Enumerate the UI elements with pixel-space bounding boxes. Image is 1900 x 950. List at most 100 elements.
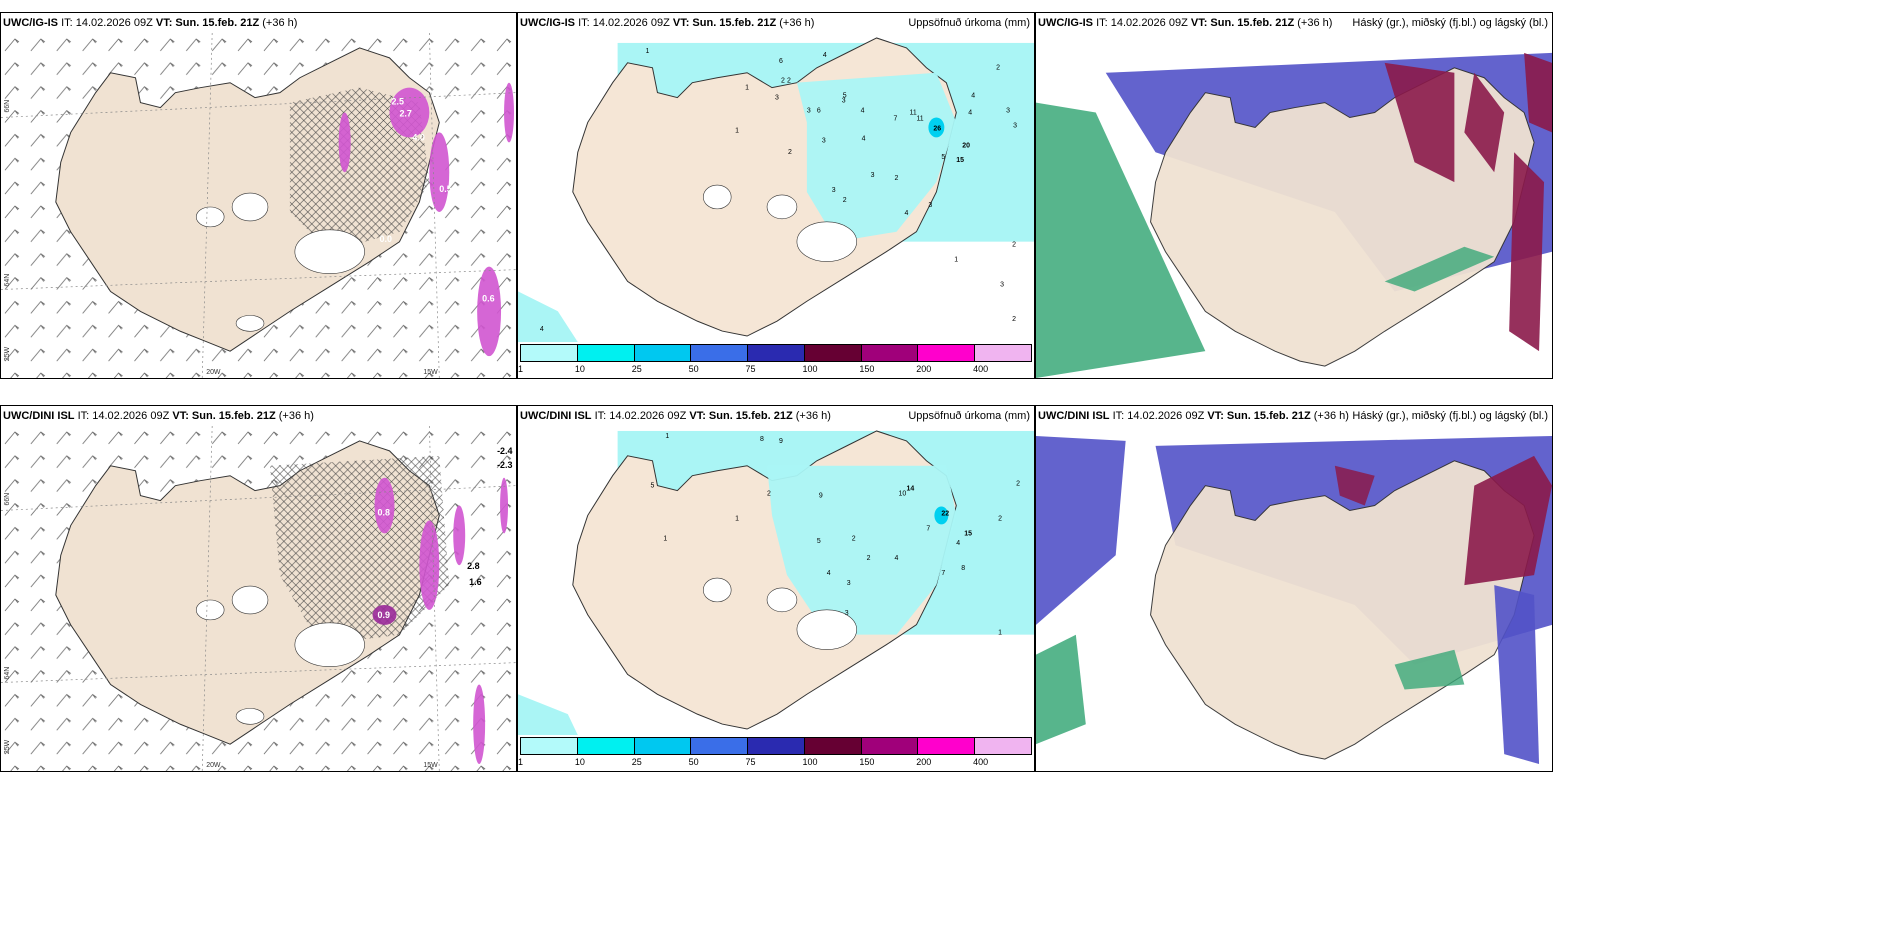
legend-tick-label: 50 (688, 757, 699, 767)
svg-text:3: 3 (871, 172, 875, 179)
panel-header: UWC/DINI ISL IT: 14.02.2026 09Z VT: Sun.… (518, 406, 1034, 426)
svg-text:2: 2 (895, 175, 899, 182)
svg-text:11: 11 (916, 115, 923, 122)
svg-text:2: 2 (781, 78, 785, 85)
svg-text:0.6: 0.6 (482, 293, 494, 303)
svg-text:2: 2 (787, 78, 791, 85)
svg-text:4: 4 (823, 52, 827, 59)
svg-text:0.5: 0.5 (439, 184, 451, 194)
svg-text:64N: 64N (4, 667, 11, 680)
svg-text:1: 1 (735, 127, 739, 134)
svg-text:1: 1 (735, 515, 739, 522)
legend-swatch (975, 345, 1032, 361)
svg-text:3: 3 (842, 98, 846, 105)
legend-swatch (918, 345, 976, 361)
precip-legend: 1 10 25 50 75 100 150 200 400 (518, 735, 1034, 771)
legend-tick-label: 400 (973, 757, 989, 767)
svg-text:7: 7 (941, 570, 945, 577)
wind-map: -2.4 -2.3 2.8 1.6 0.8 0.9 66N 64N 25W 20… (1, 426, 516, 771)
svg-text:2: 2 (767, 491, 771, 498)
svg-text:8: 8 (961, 565, 965, 572)
svg-text:2.5: 2.5 (391, 97, 403, 107)
svg-text:4: 4 (861, 107, 865, 114)
svg-text:3: 3 (822, 137, 826, 144)
svg-text:3: 3 (832, 187, 836, 194)
precip-legend: 1 10 25 50 75 100 150 200 400 (518, 342, 1034, 378)
svg-text:4: 4 (895, 555, 899, 562)
svg-text:0.8: 0.8 (378, 507, 390, 517)
svg-text:7: 7 (926, 525, 930, 532)
legend-tick-label: 10 (574, 757, 585, 767)
svg-text:6: 6 (779, 58, 783, 65)
legend-swatch (804, 738, 862, 754)
precip-map: 1 8 9 5 2 10 14 22 15 4 7 9 8 7 4 2 1 5 … (518, 426, 1034, 735)
svg-text:20: 20 (962, 142, 970, 149)
legend-tick-label: 200 (916, 364, 932, 374)
legend-tick-label: 1 (518, 364, 524, 374)
svg-text:5: 5 (941, 154, 945, 161)
svg-text:2: 2 (1016, 481, 1020, 488)
panel-dini-precip: UWC/DINI ISL IT: 14.02.2026 09Z VT: Sun.… (517, 405, 1035, 772)
svg-text:15: 15 (964, 530, 972, 537)
svg-text:3: 3 (845, 610, 849, 617)
svg-text:3: 3 (1006, 107, 1010, 114)
svg-text:3: 3 (1000, 281, 1004, 288)
legend-tick-label: 25 (631, 757, 642, 767)
svg-text:2: 2 (843, 197, 847, 204)
svg-text:2: 2 (788, 149, 792, 156)
svg-text:1: 1 (998, 630, 1002, 637)
svg-text:0.9: 0.9 (378, 610, 390, 620)
legend-tick-label: 150 (859, 364, 875, 374)
svg-text:25W: 25W (4, 739, 11, 754)
svg-text:1: 1 (646, 48, 650, 55)
svg-text:4: 4 (827, 570, 831, 577)
svg-text:5: 5 (843, 93, 847, 100)
legend-tick-label: 50 (688, 364, 699, 374)
legend-swatch (861, 345, 919, 361)
legend-tick-label: 400 (973, 364, 989, 374)
svg-text:64N: 64N (4, 274, 11, 287)
svg-text:20W: 20W (206, 762, 221, 769)
svg-text:1: 1 (745, 85, 749, 92)
svg-text:20W: 20W (206, 369, 221, 376)
svg-text:3: 3 (1013, 122, 1017, 129)
svg-text:-2.4: -2.4 (497, 446, 512, 456)
legend-tick-label: 25 (631, 364, 642, 374)
svg-text:22: 22 (941, 510, 949, 517)
svg-text:3: 3 (847, 580, 851, 587)
panel-ig-wind: UWC/IG-IS IT: 14.02.2026 09Z VT: Sun. 15… (0, 12, 517, 379)
precip-map: 1 6 4 3 1 2 2 3 3 4 6 5 7 11 11 26 5 20 … (518, 33, 1034, 342)
panel-ig-clouds: UWC/IG-IS IT: 14.02.2026 09Z VT: Sun. 15… (1035, 12, 1553, 379)
svg-text:2: 2 (1012, 316, 1016, 323)
svg-text:2.8: 2.8 (467, 561, 479, 571)
svg-text:66N: 66N (4, 100, 11, 113)
legend-tick-label: 150 (859, 757, 875, 767)
svg-text:25W: 25W (4, 346, 11, 361)
svg-text:8: 8 (760, 436, 764, 443)
svg-text:0.3: 0.3 (429, 212, 441, 222)
svg-text:-2.3: -2.3 (497, 460, 512, 470)
legend-tick-label: 100 (802, 757, 818, 767)
svg-text:4: 4 (971, 93, 975, 100)
svg-text:26: 26 (933, 125, 941, 132)
svg-text:15W: 15W (423, 762, 438, 769)
legend-swatch (861, 738, 919, 754)
wind-map: 2.5 2.7 4.0 0.5 0.3 0.0 0.6 66N 64N 25W … (1, 33, 516, 378)
legend-swatch (804, 345, 862, 361)
svg-text:1: 1 (663, 535, 667, 542)
cloud-map (1036, 426, 1552, 771)
legend-tick-label: 100 (802, 364, 818, 374)
panel-ig-precip: UWC/IG-IS IT: 14.02.2026 09Z VT: Sun. 15… (517, 12, 1035, 379)
svg-text:3: 3 (807, 107, 811, 114)
legend-swatch (975, 738, 1032, 754)
legend-swatch (521, 345, 578, 361)
legend-swatch (748, 345, 805, 361)
svg-text:2: 2 (852, 535, 856, 542)
panel-header: UWC/DINI ISL IT: 14.02.2026 09Z VT: Sun.… (1, 406, 516, 426)
legend-swatch (918, 738, 976, 754)
cloud-map (1036, 33, 1552, 378)
svg-text:0.0: 0.0 (380, 234, 392, 244)
legend-tick-label: 75 (745, 364, 756, 374)
svg-text:4: 4 (905, 210, 909, 217)
panel-dini-clouds: UWC/DINI ISL IT: 14.02.2026 09Z VT: Sun.… (1035, 405, 1553, 772)
